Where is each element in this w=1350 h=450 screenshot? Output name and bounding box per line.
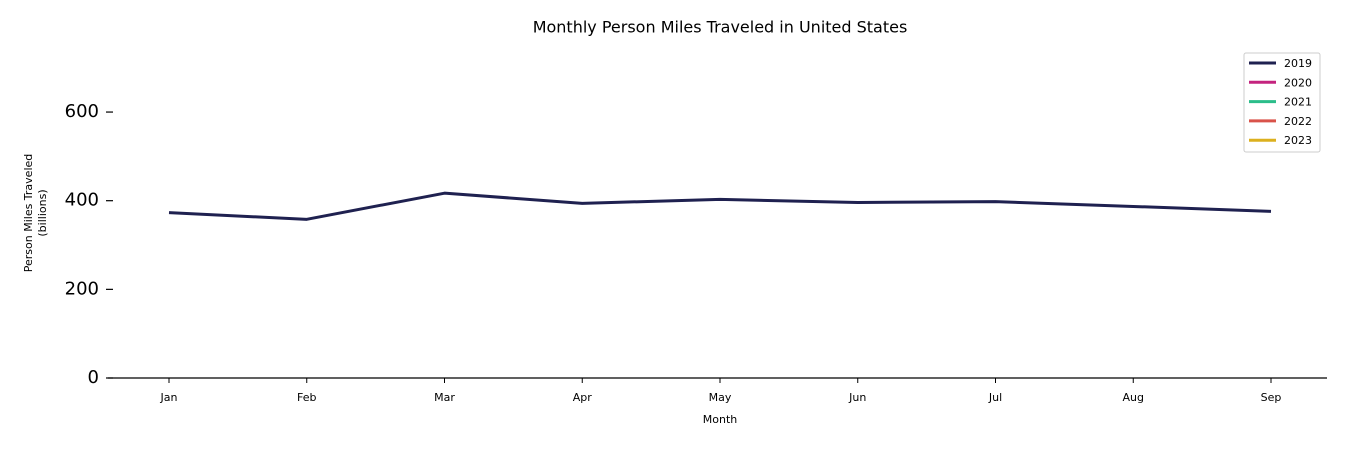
- line-series: [168, 191, 1272, 221]
- legend: [1243, 52, 1321, 153]
- y-axis-label-line: (billions): [36, 189, 49, 236]
- y-axis-label-line: Person Miles Traveled: [22, 154, 35, 273]
- legend-label: 2023: [1284, 134, 1312, 147]
- x-axis-label: Month: [703, 413, 738, 426]
- y-tick-label: 600: [65, 101, 99, 122]
- x-tick-label: Feb: [297, 391, 316, 404]
- chart-title: Monthly Person Miles Traveled in United …: [533, 18, 908, 37]
- x-tick-label: Sep: [1261, 391, 1282, 404]
- legend-label: 2022: [1284, 115, 1312, 128]
- y-tick-label: 0: [88, 367, 99, 388]
- x-tick-label: Jan: [160, 391, 178, 404]
- legend-label: 2020: [1284, 76, 1312, 89]
- x-tick-label: May: [709, 391, 732, 404]
- y-tick-label: 400: [65, 190, 99, 211]
- y-axis-label: Person Miles Traveled (billions): [22, 154, 49, 273]
- legend-label: 2021: [1284, 96, 1312, 109]
- x-tick-label: Jul: [988, 391, 1002, 404]
- x-tick-label: Apr: [573, 391, 593, 404]
- x-tick-label: Aug: [1123, 391, 1144, 404]
- x-tick-label: Jun: [848, 391, 866, 404]
- x-tick-label: Mar: [434, 391, 455, 404]
- legend-label: 2019: [1284, 57, 1312, 70]
- y-tick-label: 200: [65, 278, 99, 299]
